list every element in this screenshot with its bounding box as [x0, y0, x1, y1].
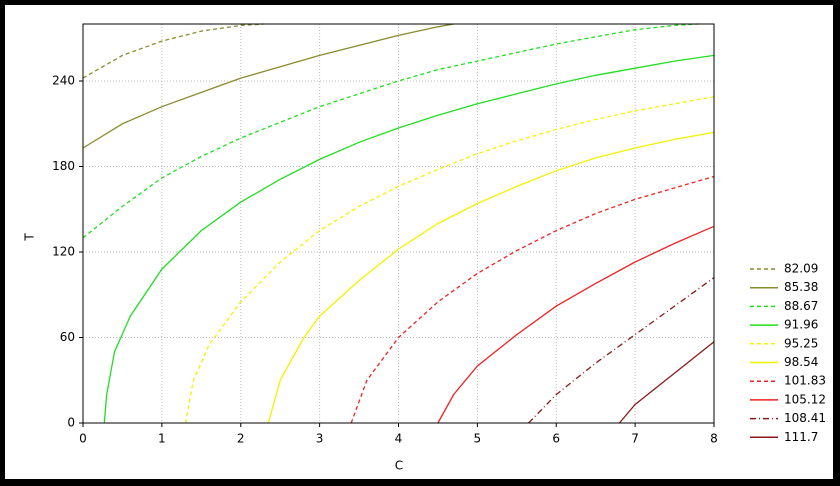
x-tick-label: 4	[395, 432, 403, 446]
y-tick-label: 240	[52, 74, 75, 88]
y-tick-label: 0	[67, 416, 75, 430]
contour-line	[267, 131, 715, 424]
y-tick-label: 180	[52, 159, 75, 173]
contour-line	[437, 225, 715, 424]
contour-line	[82, 23, 265, 79]
x-tick-label: 1	[158, 432, 166, 446]
legend-label: 108.41	[784, 411, 826, 425]
legend-label: 88.67	[784, 299, 818, 313]
y-tick-label: 60	[60, 330, 75, 344]
legend-label: 111.7	[784, 430, 818, 444]
contour-line	[103, 54, 715, 424]
x-tick-label: 0	[79, 432, 87, 446]
legend-label: 82.09	[784, 262, 818, 276]
contour-line	[82, 23, 699, 239]
legend-label: 85.38	[784, 280, 818, 294]
x-tick-label: 7	[631, 432, 639, 446]
legend-label: 91.96	[784, 318, 818, 332]
y-axis-label: T	[23, 233, 37, 242]
x-tick-label: 6	[552, 432, 560, 446]
x-tick-label: 3	[316, 432, 324, 446]
legend-label: 98.54	[784, 355, 818, 369]
legend-label: 105.12	[784, 392, 826, 406]
x-tick-label: 2	[237, 432, 245, 446]
y-tick-label: 120	[52, 245, 75, 259]
x-tick-label: 8	[710, 432, 718, 446]
contour-line	[528, 277, 715, 424]
contour-line	[184, 96, 715, 424]
legend-label: 101.83	[784, 374, 826, 388]
contour-line	[350, 175, 715, 424]
contour-line	[82, 23, 454, 149]
contour-line	[618, 341, 715, 424]
legend-label: 95.25	[784, 336, 818, 350]
plot-frame	[82, 23, 715, 424]
x-axis-label: C	[395, 459, 403, 473]
x-tick-label: 5	[474, 432, 482, 446]
